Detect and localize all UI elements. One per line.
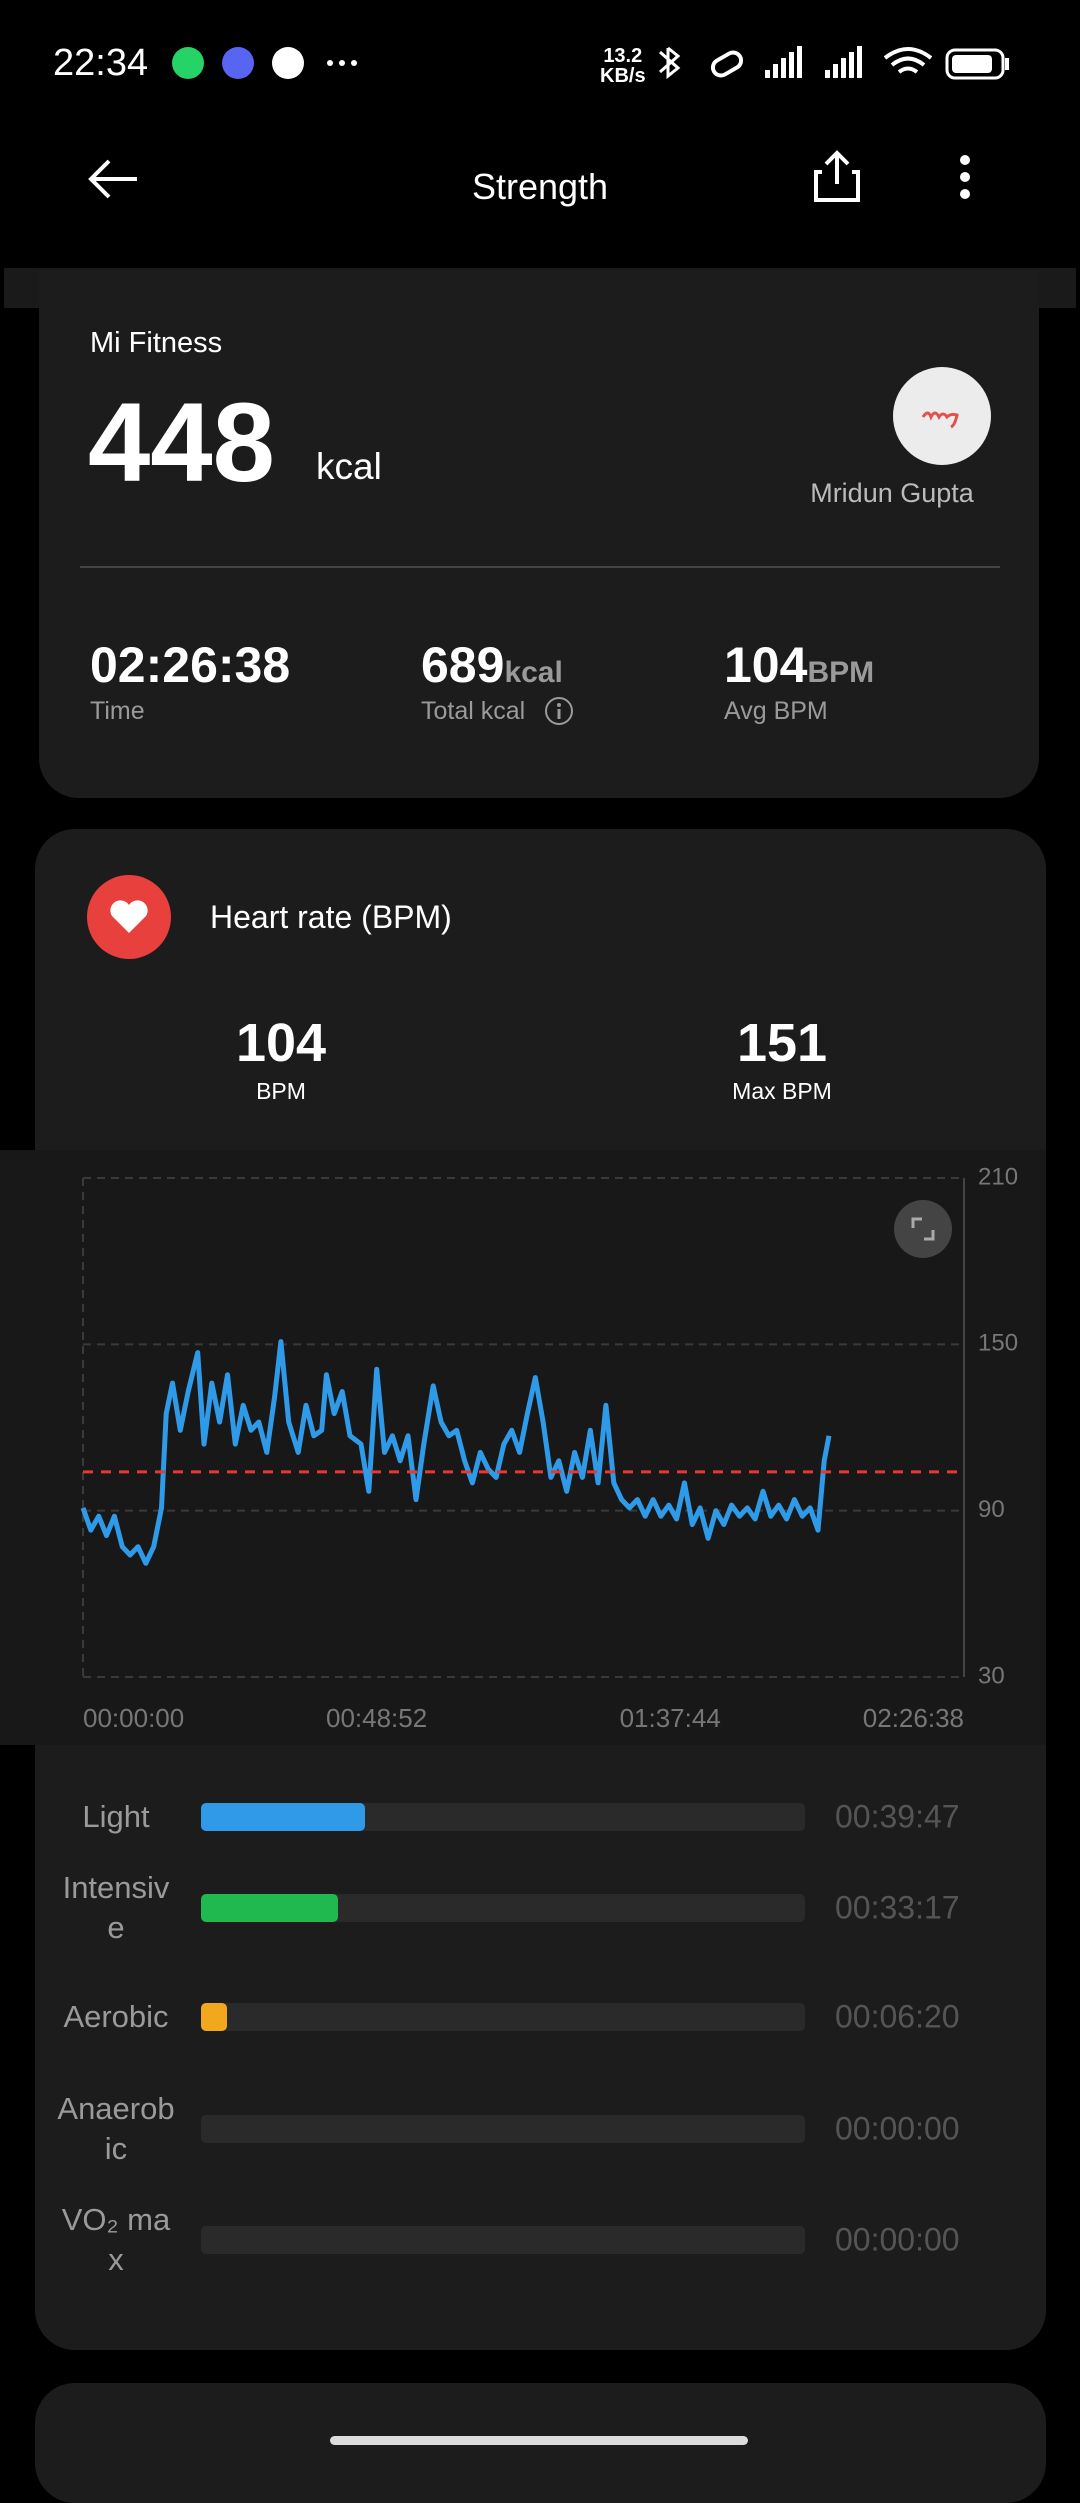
- zone-label: VO₂ max: [61, 2202, 171, 2277]
- x-tick-label: 02:26:38: [863, 1703, 964, 1733]
- zone-bar: [201, 1803, 365, 1831]
- stat-value: 689kcal: [421, 636, 563, 694]
- max-value: 151: [736, 1013, 828, 1073]
- x-tick-label: 01:37:44: [620, 1703, 721, 1733]
- zone-track: [201, 2115, 805, 2143]
- expand-icon: [911, 1217, 935, 1241]
- avatar[interactable]: [893, 367, 991, 465]
- zone-duration: 00:00:00: [835, 2221, 960, 2258]
- stat-value: 02:26:38: [90, 637, 291, 693]
- zone-label: Light: [82, 1799, 150, 1834]
- stat-unit: kcal: [504, 656, 563, 689]
- calories-unit: kcal: [316, 446, 382, 487]
- zone-duration: 00:39:47: [835, 1798, 960, 1835]
- summary-card: [39, 270, 1039, 798]
- card-title: Heart rate (BPM): [210, 899, 452, 935]
- clock: 22:34: [53, 42, 149, 84]
- max-label: Max BPM: [732, 1078, 832, 1104]
- zone-track: [201, 1803, 805, 1831]
- calories: 448: [88, 380, 275, 505]
- zone-label: Intensive: [62, 1870, 170, 1945]
- source: Mi Fitness: [90, 327, 223, 359]
- net-speed: 13.2 KB/s: [600, 46, 646, 86]
- more-button[interactable]: [950, 152, 980, 202]
- info-button[interactable]: [543, 695, 575, 727]
- avg-label: BPM: [256, 1078, 306, 1104]
- y-tick-label: 30: [978, 1662, 1005, 1689]
- expand-button[interactable]: [894, 1200, 952, 1258]
- zone-label: Anaerobic: [57, 2091, 175, 2166]
- stat-label: Avg BPM: [724, 697, 828, 725]
- x-tick-label: 00:00:00: [83, 1703, 184, 1733]
- stat-label: Time: [90, 697, 145, 725]
- stat-label: Total kcal: [421, 697, 526, 725]
- heart-icon: [87, 875, 171, 959]
- stat-number: 104: [724, 637, 808, 693]
- x-tick-label: 00:48:52: [326, 1703, 427, 1733]
- zone-label: Aerobic: [63, 1999, 169, 2034]
- heart-rate-line: [80, 1339, 832, 1566]
- home-indicator: [330, 2436, 748, 2445]
- y-tick-label: 150: [978, 1330, 1018, 1357]
- net-speed-value: 13.2: [603, 45, 643, 67]
- page-title: Strength: [471, 166, 609, 207]
- stat-number: 689: [421, 637, 505, 693]
- heart-rate-chart: 30 90 150 210 00:00:00 00:48:52 01:37:44 02:26:…: [0, 1150, 1046, 1745]
- y-tick-label: 90: [978, 1496, 1005, 1523]
- back-button[interactable]: [85, 155, 145, 205]
- user-name: Mridun Gupta: [810, 478, 974, 508]
- zone-duration: 00:06:20: [835, 1998, 960, 2035]
- zone-duration: 00:00:00: [835, 2110, 960, 2147]
- zone-bar: [201, 2003, 228, 2031]
- notification-icons: [172, 47, 357, 79]
- share-button[interactable]: [812, 148, 862, 204]
- zone-duration: 00:33:17: [835, 1889, 960, 1926]
- zone-track: [201, 2226, 805, 2254]
- stat-unit: BPM: [807, 656, 875, 689]
- system-icons: [659, 46, 1009, 80]
- zone-track: [201, 2003, 805, 2031]
- net-speed-unit: KB/s: [600, 65, 646, 87]
- y-tick-label: 210: [978, 1163, 1018, 1190]
- stat-value: 104BPM: [724, 636, 874, 694]
- zone-bar: [201, 1894, 339, 1922]
- divider: [80, 566, 1000, 568]
- avg-value: 104: [235, 1013, 327, 1073]
- zone-track: [201, 1894, 805, 1922]
